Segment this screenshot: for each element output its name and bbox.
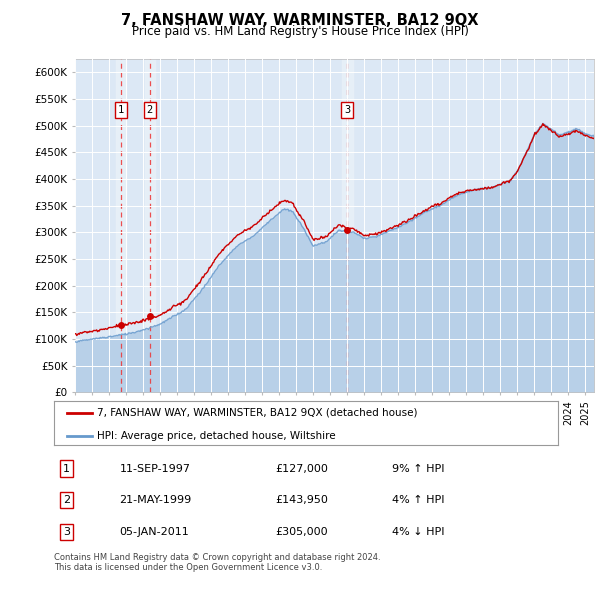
Text: 4% ↓ HPI: 4% ↓ HPI xyxy=(392,527,444,537)
Bar xyxy=(116,59,126,392)
Text: 2: 2 xyxy=(63,496,70,505)
Text: 4% ↑ HPI: 4% ↑ HPI xyxy=(392,496,444,505)
Text: 7, FANSHAW WAY, WARMINSTER, BA12 9QX (detached house): 7, FANSHAW WAY, WARMINSTER, BA12 9QX (de… xyxy=(97,408,418,418)
Text: 1: 1 xyxy=(63,464,70,474)
Text: 05-JAN-2011: 05-JAN-2011 xyxy=(119,527,189,537)
Text: 9% ↑ HPI: 9% ↑ HPI xyxy=(392,464,444,474)
Text: Contains HM Land Registry data © Crown copyright and database right 2024.
This d: Contains HM Land Registry data © Crown c… xyxy=(54,553,380,572)
Text: 2: 2 xyxy=(146,104,153,114)
Text: 3: 3 xyxy=(344,104,350,114)
Text: 21-MAY-1999: 21-MAY-1999 xyxy=(119,496,192,505)
Text: £143,950: £143,950 xyxy=(276,496,329,505)
Text: 3: 3 xyxy=(63,527,70,537)
Text: 7, FANSHAW WAY, WARMINSTER, BA12 9QX: 7, FANSHAW WAY, WARMINSTER, BA12 9QX xyxy=(121,13,479,28)
Text: Price paid vs. HM Land Registry's House Price Index (HPI): Price paid vs. HM Land Registry's House … xyxy=(131,25,469,38)
Bar xyxy=(343,59,353,392)
Bar xyxy=(145,59,155,392)
Text: HPI: Average price, detached house, Wiltshire: HPI: Average price, detached house, Wilt… xyxy=(97,431,335,441)
Text: 1: 1 xyxy=(118,104,124,114)
Text: £305,000: £305,000 xyxy=(276,527,328,537)
Text: 11-SEP-1997: 11-SEP-1997 xyxy=(119,464,191,474)
Text: £127,000: £127,000 xyxy=(276,464,329,474)
